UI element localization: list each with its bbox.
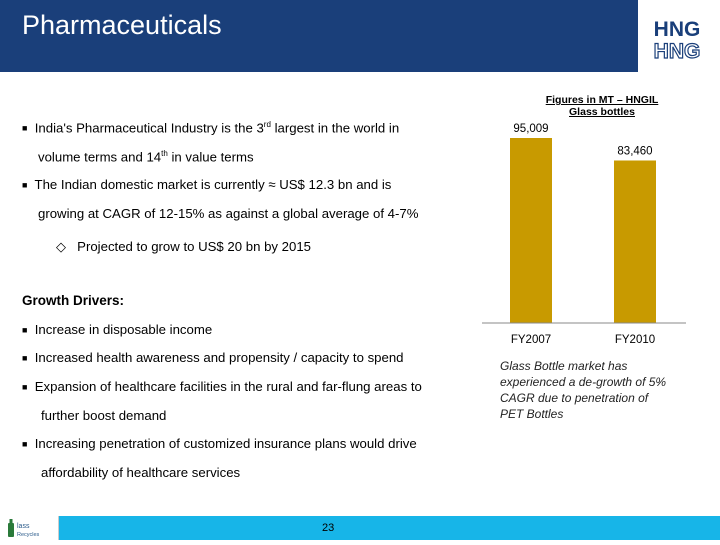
bullet-2-line-1: ■ The Indian domestic market is currentl… — [22, 177, 391, 192]
diamond-icon: ◇ — [56, 239, 67, 254]
bullet-1-sup-a: rd — [263, 120, 271, 129]
page-number: 23 — [322, 522, 335, 534]
bullet-marker: ■ — [22, 353, 28, 363]
bullet-marker: ■ — [22, 180, 28, 190]
bullet-1-line-1: ■ India's Pharmaceutical Industry is the… — [22, 120, 452, 135]
bullet-marker: ■ — [22, 123, 28, 134]
bullet-marker: ■ — [22, 382, 28, 392]
company-logo: HNG HNG — [653, 18, 701, 62]
bar-fy2010 — [614, 160, 656, 323]
caption-line-4: PET Bottles — [500, 407, 564, 421]
value-label-fy2010: 83,460 — [617, 145, 652, 157]
footer-logo-text-1: lass — [17, 523, 30, 530]
bullet-marker: ■ — [22, 325, 28, 335]
chart-title-line-2: Glass bottles — [569, 106, 635, 118]
bullet-2-line-2: growing at CAGR of 12-15% as against a g… — [38, 206, 419, 221]
logo-text-bottom: HNG — [654, 40, 701, 62]
growth-item-2: ■ Increased health awareness and propens… — [22, 350, 404, 365]
growth-item-4-text: Increasing penetration of customized ins… — [34, 436, 417, 451]
growth-item-1: ■ Increase in disposable income — [22, 322, 212, 337]
caption-line-1: Glass Bottle market has — [500, 359, 628, 373]
footer-logo-text-2: Recycles — [17, 532, 40, 538]
bar-chart: 95,009 FY2007 83,460 FY2010 — [482, 123, 686, 346]
bullet-1-cont-b: in value terms — [167, 149, 254, 165]
caption-line-2: experienced a de-growth of 5% — [500, 375, 667, 389]
chart-caption: Glass Bottle market has experienced a de… — [500, 358, 700, 422]
bottle-icon: lass Recycles — [8, 519, 40, 538]
bullet-1-text-b: largest in the world in — [270, 120, 400, 136]
growth-drivers-heading: Growth Drivers: — [22, 293, 125, 308]
bullet-1-line-2: volume terms and 14th in value terms — [38, 149, 254, 164]
sub-bullet: ◇ Projected to grow to US$ 20 bn by 2015 — [56, 239, 311, 255]
caption-line-3: CAGR due to penetration of — [500, 391, 649, 405]
bar-fy2007 — [510, 138, 552, 323]
bullet-marker: ■ — [22, 439, 28, 449]
bullet-1-cont-a: volume terms and 14 — [38, 149, 162, 165]
growth-item-4-line-1: ■ Increasing penetration of customized i… — [22, 436, 417, 451]
growth-item-1-text: Increase in disposable income — [34, 322, 213, 337]
logo-text-top: HNG — [654, 18, 701, 41]
bullet-2-text-a: The Indian domestic market is currently … — [34, 177, 392, 192]
sub-bullet-text: Projected to grow to US$ 20 bn by 2015 — [77, 239, 312, 254]
chart-title-line-1: Figures in MT – HNGIL — [545, 94, 659, 106]
header-bar: Pharmaceuticals — [0, 0, 638, 72]
growth-item-3-line-2: further boost demand — [41, 408, 167, 423]
category-label-fy2010: FY2010 — [615, 334, 655, 346]
bullet-1-sup-b: th — [161, 149, 168, 158]
category-label-fy2007: FY2007 — [511, 334, 551, 346]
growth-item-2-text: Increased health awareness and propensit… — [34, 350, 404, 365]
page-title: Pharmaceuticals — [22, 10, 222, 40]
growth-item-4-line-2: affordability of healthcare services — [41, 465, 241, 480]
bullet-1-text-a: India's Pharmaceutical Industry is the 3 — [34, 120, 264, 136]
growth-item-3-line-1: ■ Expansion of healthcare facilities in … — [22, 379, 422, 394]
footer-bar: lass Recycles 23 — [0, 516, 720, 540]
growth-item-3-text: Expansion of healthcare facilities in th… — [34, 379, 422, 394]
value-label-fy2007: 95,009 — [513, 123, 548, 135]
chart-title: Figures in MT – HNGIL Glass bottles — [527, 94, 677, 118]
footer-logo: lass Recycles — [0, 516, 59, 540]
